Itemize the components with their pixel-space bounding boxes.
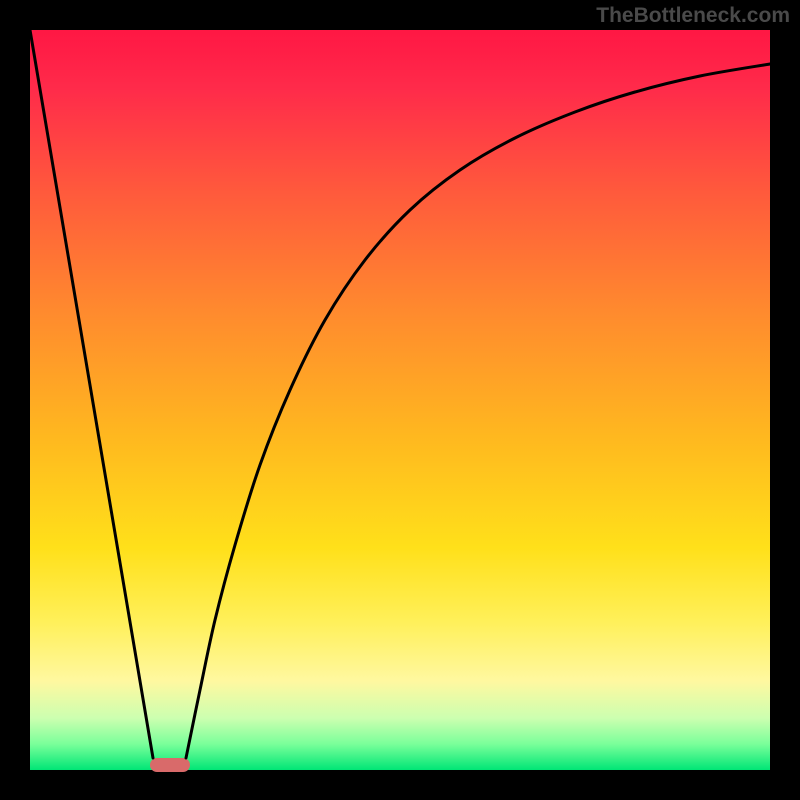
bottleneck-chart xyxy=(0,0,800,800)
chart-container: TheBottleneck.com xyxy=(0,0,800,800)
watermark-text: TheBottleneck.com xyxy=(596,4,790,28)
bottleneck-marker xyxy=(150,758,190,772)
